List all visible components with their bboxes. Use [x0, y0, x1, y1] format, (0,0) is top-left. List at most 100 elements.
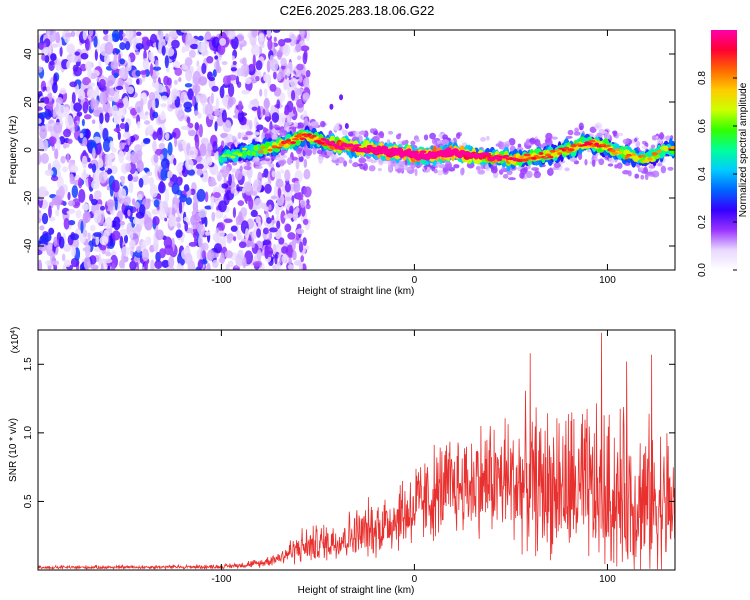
noise-blob: [206, 262, 211, 270]
noise-blob: [107, 33, 113, 44]
noise-blob: [38, 41, 45, 50]
noise-blob: [131, 198, 136, 206]
halo-blob: [275, 156, 284, 161]
noise-blob: [284, 169, 291, 182]
noise-blob: [266, 217, 272, 224]
halo-blob: [365, 158, 374, 162]
noise-blob: [152, 208, 158, 215]
noise-blob: [58, 236, 65, 249]
noise-blob: [281, 246, 289, 254]
halo-blob: [618, 132, 623, 137]
halo-blob: [660, 165, 667, 174]
noise-blob: [84, 38, 90, 51]
noise-blob: [152, 111, 159, 119]
noise-blob: [99, 78, 106, 89]
noise-blob: [99, 205, 106, 211]
noise-blob: [154, 259, 163, 269]
noise-blob: [102, 127, 109, 142]
noise-blob: [165, 47, 175, 57]
track-blob: [253, 144, 259, 151]
noise-blob: [129, 161, 136, 175]
halo-blob: [531, 167, 539, 171]
halo-blob: [507, 177, 516, 181]
noise-blob: [110, 262, 116, 270]
noise-blob: [164, 55, 169, 69]
noise-blob: [283, 109, 290, 116]
noise-blob: [214, 55, 219, 60]
noise-blob: [99, 244, 107, 251]
noise-blob: [296, 63, 304, 71]
noise-blob: [231, 55, 235, 61]
noise-blob: [255, 60, 263, 71]
noise-blob: [83, 256, 91, 270]
track-blob: [322, 138, 330, 142]
noise-blob: [176, 176, 183, 186]
noise-blob: [252, 179, 262, 193]
noise-blob: [238, 241, 247, 249]
noise-blob: [136, 78, 140, 85]
noise-blob: [184, 252, 193, 265]
noise-blob: [295, 157, 300, 170]
halo-blob: [336, 156, 345, 164]
noise-blob: [286, 100, 294, 113]
noise-blob: [177, 222, 181, 229]
noise-blob: [90, 264, 99, 270]
noise-blob: [107, 79, 114, 87]
noise-blob: [219, 112, 223, 119]
spectrogram-x-ticks: -100 0 100: [211, 30, 616, 286]
noise-blob: [69, 81, 78, 88]
halo-blob: [644, 172, 649, 181]
noise-blob: [167, 214, 176, 227]
noise-blob: [42, 232, 52, 242]
spectrogram-y-ticks: -40 -20 0 20 40: [23, 48, 675, 253]
noise-blob: [62, 143, 67, 149]
noise-blob: [163, 236, 173, 249]
noise-blob: [72, 179, 80, 186]
y-tick-label: 40: [23, 48, 34, 60]
halo-blob: [589, 126, 597, 133]
noise-blob: [277, 38, 286, 47]
noise-blob: [166, 77, 172, 86]
noise-blob: [119, 122, 126, 130]
noise-blob: [300, 45, 310, 52]
noise-blob: [71, 185, 79, 198]
noise-blob: [124, 40, 131, 51]
track-blob: [299, 137, 306, 141]
halo-blob: [410, 140, 416, 146]
noise-blob: [256, 249, 262, 261]
noise-blob: [231, 36, 239, 50]
track-blob: [262, 148, 268, 155]
noise-blob: [82, 101, 89, 114]
noise-blob: [59, 87, 67, 95]
noise-blob: [292, 250, 297, 261]
halo-blob: [533, 171, 541, 179]
noise-blob: [180, 92, 185, 104]
track-blob: [220, 156, 228, 162]
noise-blob: [99, 112, 104, 125]
noise-blob: [85, 128, 90, 140]
noise-blob: [190, 214, 199, 226]
noise-blob: [148, 176, 154, 187]
halo-blob: [369, 128, 375, 134]
noise-blob: [178, 200, 183, 214]
noise-blob: [228, 173, 232, 186]
noise-blob: [252, 261, 262, 267]
noise-blob: [48, 125, 53, 132]
noise-blob: [266, 30, 272, 38]
noise-blob: [81, 155, 88, 169]
noise-blob: [268, 204, 272, 211]
halo-blob: [240, 132, 245, 139]
halo-blob: [255, 165, 263, 169]
halo-blob: [475, 165, 481, 171]
halo-blob: [424, 164, 428, 171]
halo-blob: [347, 131, 354, 137]
noise-blob: [82, 211, 91, 224]
halo-blob: [627, 170, 632, 177]
noise-blob: [49, 60, 55, 66]
snr-frame: [37, 329, 676, 571]
track-blob: [556, 152, 563, 155]
noise-blob: [280, 57, 287, 67]
snr-y-label: SNR (10 * v/v): [8, 418, 19, 482]
noise-blob: [49, 30, 57, 42]
noise-blob: [156, 127, 163, 141]
